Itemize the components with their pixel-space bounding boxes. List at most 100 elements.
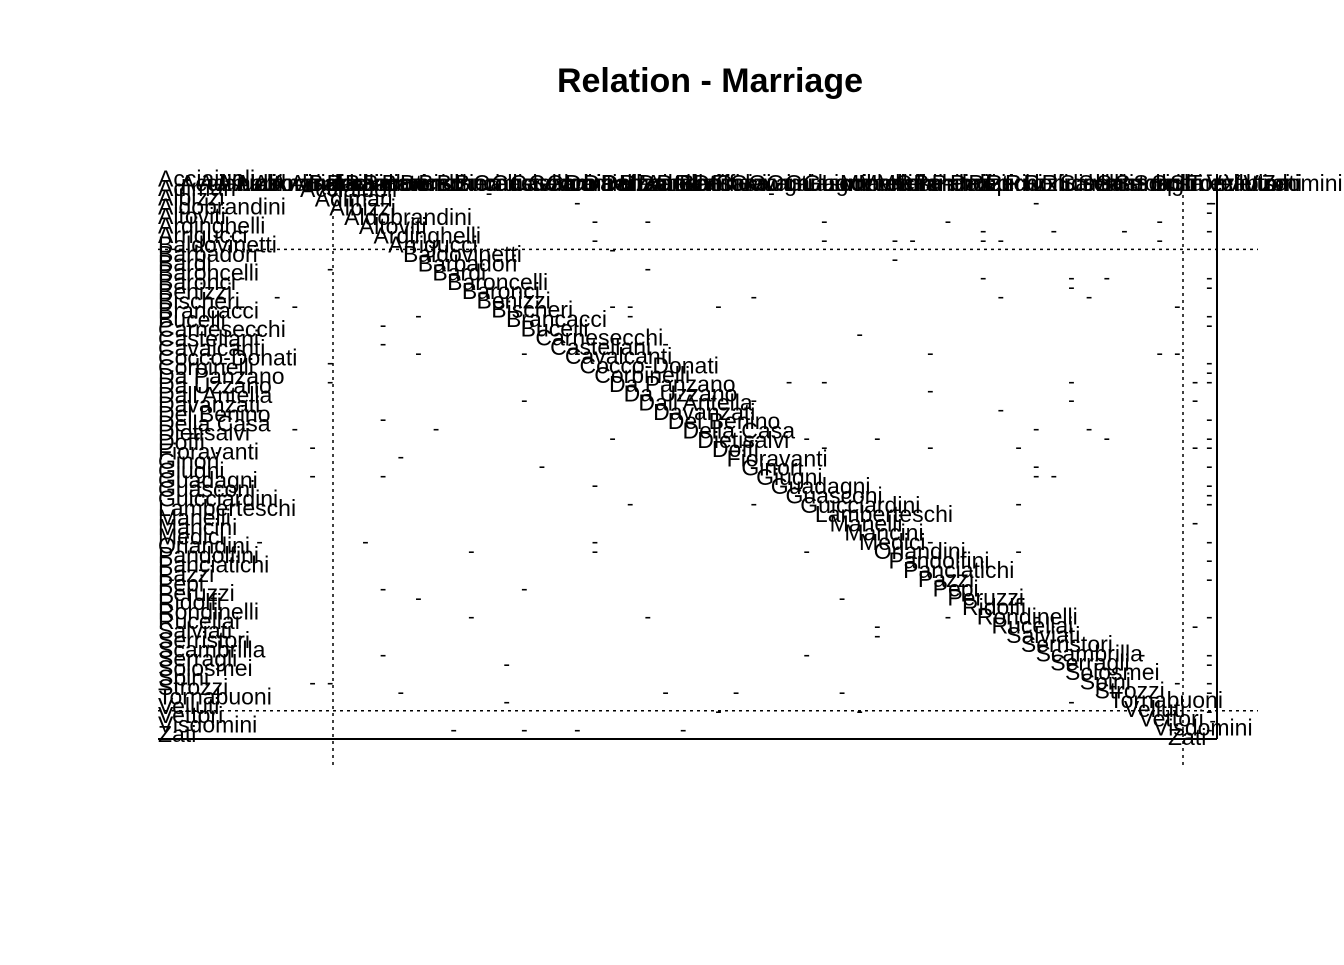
tie-marks: - - - -- - -- - -- - - - - -- - -- - - - - - -- - -- -- - - -- -- - -… — [168, 164, 1216, 742]
tie-mark: - — [239, 343, 246, 365]
row-label: Panciatichi — [158, 552, 269, 578]
tie-mark: - — [1206, 352, 1213, 374]
column-label: Aldobrandini — [235, 170, 363, 196]
tie-mark: - — [592, 474, 599, 496]
tie-mark: - — [874, 427, 881, 449]
column-label: Arrigucci — [290, 170, 379, 196]
tie-mark: - — [874, 625, 881, 647]
row-label: Del Benino — [158, 401, 271, 427]
column-label: Brancacci — [437, 170, 538, 196]
tie-mark: - — [256, 531, 263, 553]
tie-mark: - — [221, 201, 228, 223]
tie-mark: - — [1206, 653, 1213, 675]
row-label: Medici — [158, 523, 224, 549]
tie-mark: - — [750, 493, 757, 515]
tie-mark: - — [1206, 437, 1213, 459]
tie-mark: - — [1192, 512, 1199, 534]
diagonal-label: Guadagni — [771, 473, 871, 499]
diagonal-label: Da Panzano — [609, 371, 736, 397]
diagonal-label: Ardinghelli — [374, 222, 481, 248]
row-label: Bardi — [158, 250, 212, 276]
tie-mark: - — [1206, 267, 1213, 289]
tie-mark: - — [380, 333, 387, 355]
column-label: Guicciardini — [803, 170, 923, 196]
row-label: Da Panzano — [158, 363, 285, 389]
column-label: Altoviti — [253, 170, 321, 196]
tie-mark: - — [980, 597, 987, 619]
column-label: Rondinelli — [1023, 170, 1124, 196]
tie-mark: - — [1192, 390, 1199, 412]
tie-mark: - — [803, 644, 810, 666]
tie-mark: - — [1206, 361, 1213, 383]
tie-mark: - — [503, 653, 510, 675]
tie-mark: - — [309, 465, 316, 487]
tie-mark: - — [415, 343, 422, 365]
column-label: Davanzati — [620, 170, 722, 196]
tie-mark: - — [1033, 192, 1040, 214]
diagonal-label: Mancini — [844, 520, 923, 546]
row-label: Dall'Antella — [158, 382, 273, 408]
tie-mark: - — [503, 691, 510, 713]
column-label: Serragli — [1115, 170, 1194, 196]
tie-mark: - — [592, 540, 599, 562]
column-label: Serristori — [1078, 170, 1170, 196]
tie-mark: - — [521, 578, 528, 600]
tie-mark: - — [927, 343, 934, 365]
tie-mark: - — [539, 173, 546, 195]
row-label: Ardinghelli — [158, 213, 265, 239]
tie-mark: - — [415, 305, 422, 327]
tie-mark: - — [327, 672, 334, 694]
diagonal-label: Vettori — [1139, 705, 1204, 731]
tie-mark: - — [256, 399, 263, 421]
tie-mark: - — [574, 343, 581, 365]
tie-mark: - — [1121, 220, 1128, 242]
column-label: Ardinghelli — [272, 170, 379, 196]
row-label: Lamberteschi — [158, 495, 296, 521]
tie-mark: - — [397, 446, 404, 468]
tie-mark: - — [1206, 201, 1213, 223]
tie-mark: - — [1068, 277, 1075, 299]
row-label: Da Uzzano — [158, 373, 272, 399]
block-divider-lines — [158, 174, 1258, 765]
column-label: Bucelli — [455, 170, 523, 196]
diagonal-label: Della Casa — [683, 417, 796, 443]
tie-mark: - — [1206, 493, 1213, 515]
row-label: Zati — [158, 721, 196, 747]
diagonal-label: Acciaiuoli — [300, 176, 397, 202]
diagonal-label: Dall'Antella — [638, 390, 753, 416]
diagonal-label: Serristori — [1021, 631, 1113, 657]
tie-mark: - — [980, 220, 987, 242]
tie-mark: - — [1192, 616, 1199, 638]
tie-mark: - — [927, 437, 934, 459]
diagonal-label: Barbadori — [418, 250, 518, 276]
tie-mark: - — [698, 173, 705, 195]
column-label: Velluti — [1207, 170, 1268, 196]
tie-mark: - — [645, 211, 652, 233]
column-label: Baroncelli — [363, 170, 464, 196]
tie-mark: - — [1206, 550, 1213, 572]
row-label: Salviati — [158, 617, 232, 643]
column-label: Cocco-Donati — [528, 170, 667, 196]
tie-mark: - — [1015, 437, 1022, 459]
tie-mark: - — [1174, 343, 1181, 365]
tie-mark: - — [980, 230, 987, 252]
tie-mark: - — [1051, 465, 1058, 487]
column-label: Del Benino — [638, 170, 751, 196]
tie-mark: - — [468, 540, 475, 562]
column-label: Doffi — [693, 170, 740, 196]
row-label: Velluti — [158, 693, 219, 719]
tie-mark: - — [521, 719, 528, 741]
tie-mark: - — [1206, 305, 1213, 327]
diagonal-label: Doffi — [712, 436, 759, 462]
column-label: Strozzi — [1170, 170, 1240, 196]
tie-mark: - — [274, 286, 281, 308]
diagonal-label: Serragli — [1050, 650, 1129, 676]
tie-mark: - — [239, 295, 246, 317]
row-label: Davanzati — [158, 391, 260, 417]
column-label: Baronci — [382, 170, 460, 196]
tie-mark: - — [1206, 682, 1213, 704]
tie-mark: - — [1206, 484, 1213, 506]
column-label: Orlandini — [895, 170, 987, 196]
row-label: Cavalcanti — [158, 335, 265, 361]
